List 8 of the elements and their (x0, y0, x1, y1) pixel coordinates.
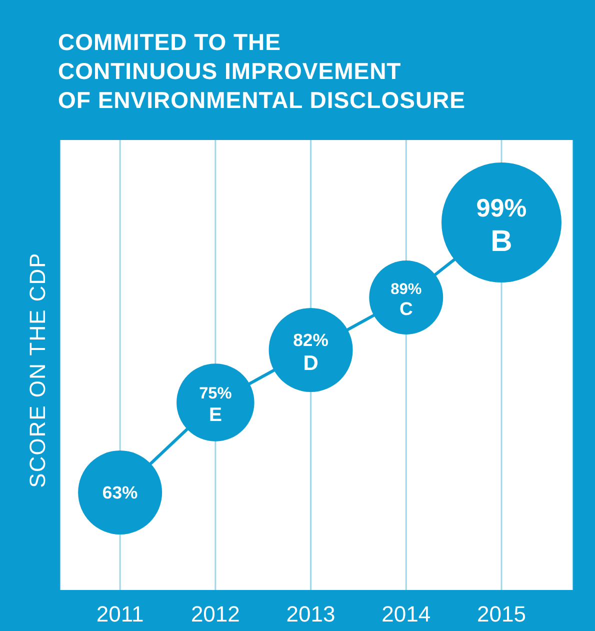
x-tick-label: 2011 (96, 602, 144, 627)
y-axis-title: SCORE ON THE CDP (25, 252, 51, 488)
x-tick-label: 2014 (382, 602, 431, 627)
data-label: 99% (476, 194, 527, 222)
x-tick-label: 2012 (190, 602, 240, 627)
chart-title: COMMITED TO THE CONTINUOUS IMPROVEMENT OF ENVIRONMENTAL DISCLOSURE (58, 28, 466, 115)
x-tick-label: 2013 (286, 602, 336, 627)
x-tick-label: 2015 (477, 602, 526, 627)
